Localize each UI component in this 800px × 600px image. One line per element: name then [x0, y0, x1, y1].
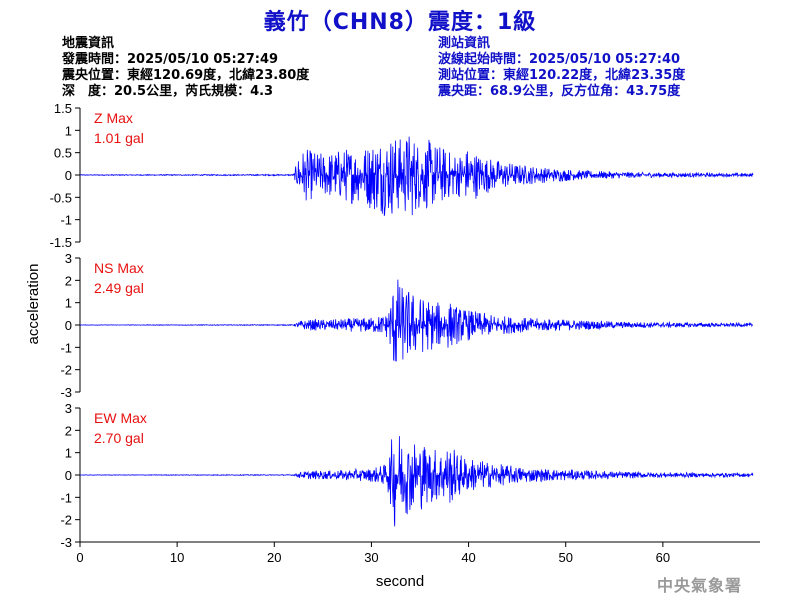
x-tick-label: 30: [364, 550, 378, 565]
panel-label-ew: EW Max: [94, 410, 147, 426]
x-tick-label: 0: [76, 550, 83, 565]
x-tick-label: 20: [267, 550, 281, 565]
x-tick-label: 10: [170, 550, 184, 565]
x-tick-label: 40: [461, 550, 475, 565]
earthquake-info: 地震資訊 發震時間：2025/05/10 05:27:49 震央位置：東經120.6…: [62, 36, 309, 100]
station-info-heading: 測站資訊: [438, 36, 491, 51]
y-tick-label-ew: -1: [60, 490, 72, 505]
y-tick-label-ns: -3: [60, 385, 72, 400]
x-tick-label: 60: [656, 550, 670, 565]
agency-logo-text: 中央氣象署: [657, 576, 743, 595]
chart-title: 義竹（CHN8）震度：1級: [263, 10, 537, 35]
panel-max-value-z: 1.01 gal: [94, 130, 144, 146]
y-tick-label-ew: -3: [60, 535, 72, 550]
station-info: 測站資訊 波線起始時間：2025/05/10 05:27:40 測站位置：東經120…: [438, 36, 685, 100]
y-tick-label-z: 1: [65, 123, 72, 138]
epicentral-distance: 震央距：68.9公里，反方位角：43.75度: [438, 84, 681, 99]
y-tick-label-ew: 2: [65, 423, 72, 438]
waveform-z: [79, 136, 754, 216]
y-tick-label-ew: 0: [65, 468, 72, 483]
y-tick-label-ns: 0: [65, 318, 72, 333]
y-tick-label-z: -1: [60, 213, 72, 228]
x-tick-label: 50: [558, 550, 572, 565]
y-tick-label-z: -0.5: [50, 190, 72, 205]
y-axis-label: acceleration: [25, 264, 42, 345]
y-tick-label-ns: 1: [65, 296, 72, 311]
origin-time: 發震時間：2025/05/10 05:27:49: [62, 52, 279, 67]
y-tick-label-z: -1.5: [50, 235, 72, 250]
waveform-ew: [79, 436, 754, 527]
y-tick-label-ns: 2: [65, 273, 72, 288]
x-axis-label: second: [376, 573, 424, 590]
panel-label-ns: NS Max: [94, 260, 144, 276]
y-tick-label-ew: 3: [65, 401, 72, 416]
y-tick-label-ns: -1: [60, 340, 72, 355]
y-tick-label-ns: -2: [60, 363, 72, 378]
station-location: 測站位置：東經120.22度，北緯23.35度: [438, 68, 686, 83]
y-tick-label-ew: 1: [65, 446, 72, 461]
panel-max-value-ns: 2.49 gal: [94, 280, 144, 296]
y-tick-label-ew: -2: [60, 513, 72, 528]
epicenter-location: 震央位置：東經120.69度，北緯23.80度: [62, 68, 310, 83]
y-tick-label-z: 0: [65, 168, 72, 183]
y-tick-label-ns: 3: [65, 251, 72, 266]
y-tick-label-z: 0.5: [54, 146, 72, 161]
wave-onset-time: 波線起始時間：2025/05/10 05:27:40: [438, 52, 681, 67]
waveform-ns: [79, 279, 754, 362]
depth-magnitude: 深 度：20.5公里，芮氏規模：4.3: [62, 84, 274, 99]
panel-label-z: Z Max: [94, 110, 133, 126]
panel-max-value-ew: 2.70 gal: [94, 430, 144, 446]
earthquake-info-heading: 地震資訊: [62, 36, 115, 51]
y-tick-label-z: 1.5: [54, 101, 72, 116]
